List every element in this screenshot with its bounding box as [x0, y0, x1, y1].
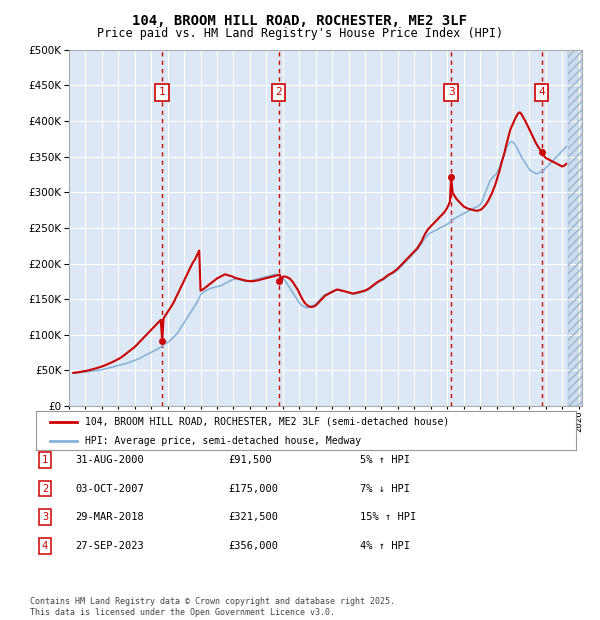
Bar [568, 50, 590, 406]
Text: 4: 4 [42, 541, 48, 551]
Text: 5% ↑ HPI: 5% ↑ HPI [360, 455, 410, 465]
Text: 03-OCT-2007: 03-OCT-2007 [75, 484, 144, 494]
Text: Price paid vs. HM Land Registry's House Price Index (HPI): Price paid vs. HM Land Registry's House … [97, 27, 503, 40]
Text: 15% ↑ HPI: 15% ↑ HPI [360, 512, 416, 522]
Text: 3: 3 [448, 87, 454, 97]
Text: 4% ↑ HPI: 4% ↑ HPI [360, 541, 410, 551]
Bar [568, 50, 590, 406]
Text: 29-MAR-2018: 29-MAR-2018 [75, 512, 144, 522]
Text: HPI: Average price, semi-detached house, Medway: HPI: Average price, semi-detached house,… [85, 436, 361, 446]
Text: 2: 2 [42, 484, 48, 494]
Text: 3: 3 [42, 512, 48, 522]
Text: 31-AUG-2000: 31-AUG-2000 [75, 455, 144, 465]
Text: 27-SEP-2023: 27-SEP-2023 [75, 541, 144, 551]
Text: 104, BROOM HILL ROAD, ROCHESTER, ME2 3LF: 104, BROOM HILL ROAD, ROCHESTER, ME2 3LF [133, 14, 467, 29]
Text: 1: 1 [42, 455, 48, 465]
Text: Contains HM Land Registry data © Crown copyright and database right 2025.
This d: Contains HM Land Registry data © Crown c… [30, 598, 395, 617]
Text: 7% ↓ HPI: 7% ↓ HPI [360, 484, 410, 494]
Text: 4: 4 [538, 87, 545, 97]
Text: £356,000: £356,000 [228, 541, 278, 551]
Text: 104, BROOM HILL ROAD, ROCHESTER, ME2 3LF (semi-detached house): 104, BROOM HILL ROAD, ROCHESTER, ME2 3LF… [85, 417, 449, 427]
Text: £321,500: £321,500 [228, 512, 278, 522]
Text: £91,500: £91,500 [228, 455, 272, 465]
Text: 1: 1 [159, 87, 166, 97]
Text: 2: 2 [275, 87, 282, 97]
Text: £175,000: £175,000 [228, 484, 278, 494]
